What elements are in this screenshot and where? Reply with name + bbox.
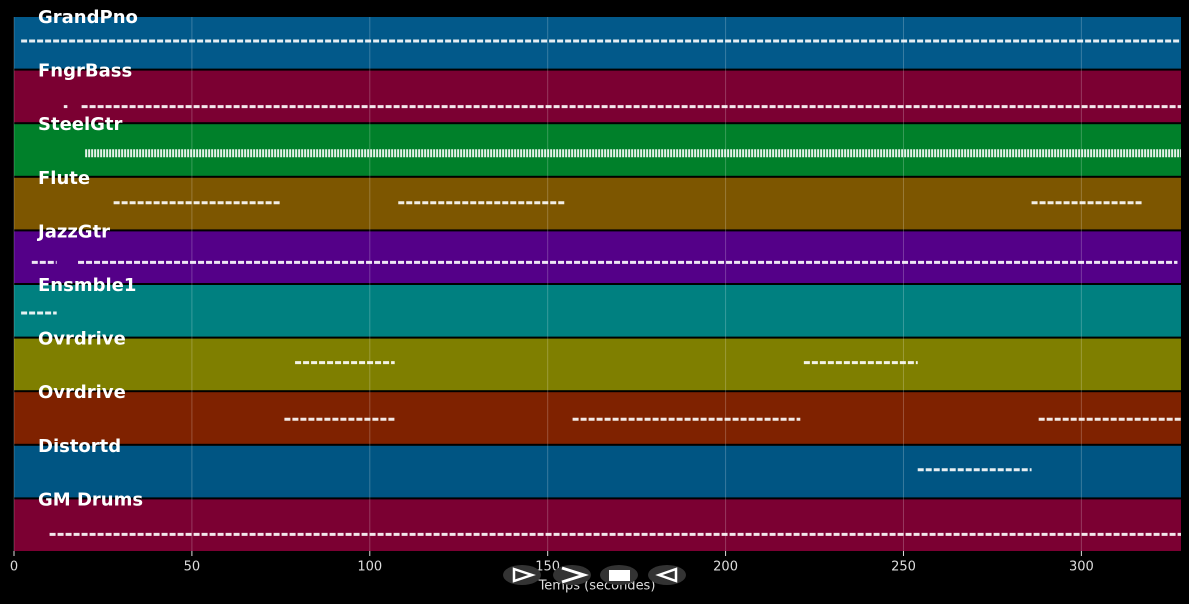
track-background [14, 338, 1181, 391]
track-name: Distortd [38, 436, 121, 457]
track-name: GrandPno [38, 7, 138, 28]
tracks: 0 50 100 150 200 250 300 GrandPno FngrBass SteelG… [10, 7, 1181, 575]
track-background [14, 177, 1181, 230]
x-tick-label: 100 [357, 560, 382, 575]
track-name: Ovrdrive [38, 382, 126, 403]
track-name: Ensmble1 [38, 275, 136, 296]
track-background [14, 231, 1181, 283]
track-name: SteelGtr [38, 114, 123, 135]
track-background [14, 17, 1181, 69]
rewind-button[interactable] [648, 565, 686, 585]
track-name: Ovrdrive [38, 329, 126, 350]
track-background [14, 70, 1181, 123]
track-name: Flute [38, 168, 90, 189]
x-tick-label: 250 [891, 560, 916, 575]
x-axis-label: Temps (secondes) [538, 579, 656, 594]
track-name: GM Drums [38, 489, 143, 510]
track-name: FngrBass [38, 61, 132, 82]
x-tick-label: 300 [1069, 560, 1094, 575]
x-tick-label: 150 [535, 560, 560, 575]
play-button[interactable] [503, 565, 541, 585]
playback-controls [503, 565, 686, 585]
x-tick-label: 0 [10, 560, 18, 575]
x-tick-label: 50 [184, 560, 201, 575]
track-background [14, 499, 1181, 551]
track-background [14, 445, 1181, 498]
track-name: JazzGtr [36, 221, 110, 242]
stop-button[interactable] [600, 565, 638, 585]
track-background [14, 285, 1181, 337]
x-tick-label: 200 [713, 560, 738, 575]
forward-button[interactable] [553, 565, 591, 585]
